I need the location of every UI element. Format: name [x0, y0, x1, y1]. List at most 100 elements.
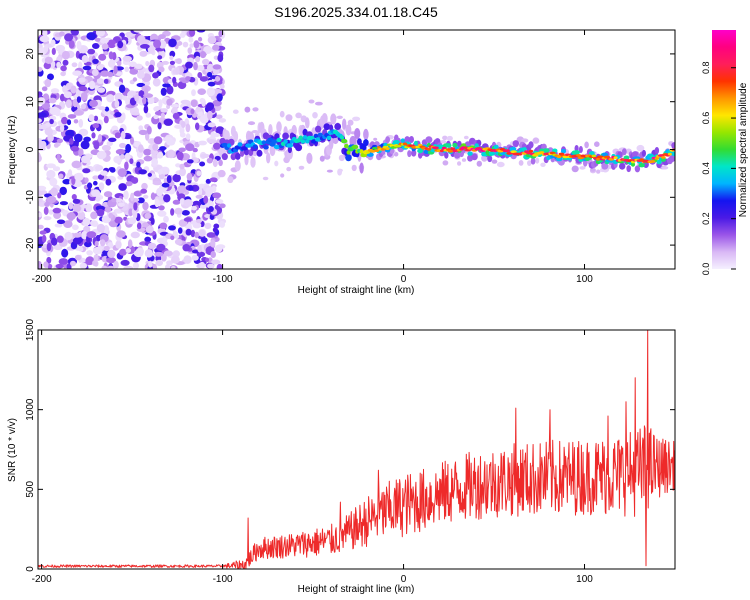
- spectrogram-halo-cell: [247, 121, 256, 126]
- spectrogram-noise-cell: [44, 201, 50, 207]
- spectrogram-noise-cell: [216, 263, 223, 269]
- spectrogram-noise-cell: [46, 256, 52, 264]
- spectrogram-noise-cell: [203, 195, 209, 204]
- spectrogram-noise-cell: [206, 232, 216, 238]
- spectrogram-noise-cell: [181, 30, 186, 36]
- snr-x-tick-label: 0: [401, 574, 407, 585]
- spectrogram-noise-cell: [130, 231, 140, 239]
- spectrogram-halo-cell: [491, 159, 498, 164]
- spectrogram-noise-cell: [54, 108, 61, 117]
- spectrogram-noise-cell: [158, 66, 165, 73]
- spectrogram-noise-cell: [81, 55, 89, 63]
- spectrogram-noise-cell: [132, 262, 139, 269]
- spectrogram-noise-cell: [78, 77, 86, 83]
- spectrogram-ridge-cell: [621, 148, 627, 156]
- spectrogram-noise-cell: [183, 217, 192, 222]
- spectrogram-noise-cell: [215, 126, 225, 135]
- spectrogram-noise-cell: [59, 93, 65, 102]
- spectrogram-noise-cell: [196, 30, 206, 33]
- spectrogram-noise-cell: [218, 118, 227, 123]
- spectrogram-noise-cell: [72, 232, 82, 238]
- spectrogram-noise-cell: [96, 223, 105, 233]
- spectrogram-noise-cell: [190, 99, 198, 108]
- spectrogram-noise-cell: [110, 111, 115, 115]
- spectrogram-noise-cell: [152, 143, 159, 151]
- spectrogram-noise-cell: [106, 140, 114, 146]
- spectrogram-ridge-cell: [654, 147, 660, 154]
- spectrogram-noise-cell: [142, 96, 147, 105]
- spectrogram-noise-cell: [182, 244, 191, 252]
- spectrogram-noise-cell: [58, 258, 69, 265]
- snr-x-tick-label: -100: [213, 574, 233, 585]
- spectrogram-noise-cell: [141, 182, 148, 190]
- spectrogram-noise-cell: [178, 147, 186, 153]
- spectrogram-noise-cell: [76, 40, 82, 50]
- spectrogram-noise-cell: [148, 260, 153, 268]
- spectrogram-y-label: Frequency (Hz): [7, 116, 18, 185]
- spectrogram-ridge-cell: [334, 123, 342, 130]
- spectrogram-noise-cell: [161, 182, 170, 188]
- spectrogram-halo-cell: [279, 110, 285, 118]
- spectrogram-noise-cell: [207, 139, 217, 144]
- spectrogram-ridge-cell: [345, 154, 352, 162]
- spectrogram-noise-cell: [87, 48, 96, 55]
- spectrogram-noise-cell: [57, 192, 62, 199]
- spectrogram-halo-cell: [347, 119, 354, 126]
- spectrogram-noise-cell: [176, 58, 182, 65]
- spectrogram-noise-cell: [58, 173, 64, 179]
- spectrogram-noise-cell: [214, 244, 223, 253]
- spectrogram-noise-cell: [176, 151, 184, 161]
- spectrogram-noise-cell: [214, 75, 220, 82]
- spectrogram-noise-cell: [92, 43, 100, 49]
- spectrogram-noise-cell: [100, 70, 110, 77]
- spectrogram-noise-cell: [97, 174, 105, 180]
- spectrogram-noise-cell: [122, 95, 128, 101]
- spectrogram-ridge-cell: [385, 136, 390, 144]
- spectrogram-noise-cell: [47, 195, 57, 204]
- spectrogram-noise-cell: [83, 136, 91, 142]
- spectrogram-ridge-cell: [528, 149, 534, 153]
- colorbar: 0.0 0.2 0.4 0.6 0.8 Normalized spectral ampl…: [701, 30, 749, 275]
- spectrogram-noise-cell: [80, 103, 87, 110]
- spectrogram-noise-cell: [185, 76, 191, 81]
- spectrogram-noise-cell: [38, 118, 42, 123]
- spectrogram-ridge-cell: [306, 152, 313, 164]
- spectrogram-ridge-cell: [286, 143, 294, 148]
- spectrogram-ridge-cell: [351, 144, 359, 150]
- spectrogram-noise-cell: [104, 206, 112, 213]
- spectrogram-noise-cell: [151, 158, 159, 166]
- spectrogram-ridge-cell: [344, 143, 349, 149]
- spectrogram-noise-cell: [199, 97, 205, 104]
- spectrogram-halo-cell: [336, 115, 343, 120]
- spectrogram-noise-cell: [188, 36, 194, 43]
- spectrogram-noise-cell: [50, 88, 60, 94]
- spectrogram-noise-cell: [109, 167, 116, 173]
- spectrogram-noise-cell: [139, 50, 148, 57]
- spectrogram-halo-cell: [532, 137, 540, 144]
- spectrogram-noise-cell: [185, 61, 193, 69]
- spectrogram-noise-cell: [196, 65, 205, 71]
- spectrogram-noise-cell: [72, 224, 79, 231]
- spectrogram-noise-cell: [172, 199, 181, 205]
- spectrogram-noise-cell: [104, 106, 110, 112]
- spectrogram-noise-cell: [207, 263, 215, 269]
- spectrogram-noise-cell: [134, 63, 143, 69]
- spectrogram-noise-cell: [185, 143, 195, 152]
- spectrogram-noise-cell: [107, 265, 115, 269]
- spectrogram-noise-cell: [95, 196, 101, 202]
- spectrogram-noise-cell: [150, 149, 159, 156]
- spectrogram-noise-cell: [152, 180, 163, 186]
- spectrogram-ridge-cell: [354, 128, 361, 140]
- spectrogram-noise-cell: [60, 71, 66, 77]
- spectrogram-ridge-cell: [530, 157, 536, 165]
- spectrogram-noise-cell: [154, 251, 164, 257]
- spectrogram-ridge-cell: [576, 154, 582, 157]
- spectrogram-noise-cell: [76, 96, 82, 103]
- spectrogram-noise-cell: [140, 44, 150, 49]
- spectrogram-halo-cell: [352, 116, 361, 122]
- spectrogram-noise-cell: [196, 170, 202, 176]
- spectrogram-noise-cell: [101, 215, 112, 224]
- spectrogram-noise-cell: [166, 85, 174, 95]
